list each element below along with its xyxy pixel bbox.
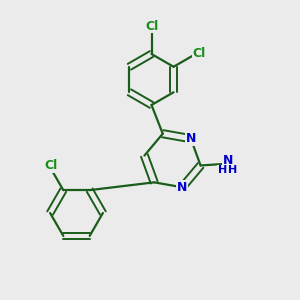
Text: N: N [222, 154, 233, 167]
Text: H: H [218, 165, 227, 175]
Text: Cl: Cl [44, 159, 57, 172]
Text: Cl: Cl [192, 46, 206, 60]
Text: H: H [228, 165, 237, 175]
Text: N: N [186, 132, 196, 145]
Text: Cl: Cl [145, 20, 158, 33]
Text: N: N [177, 181, 188, 194]
